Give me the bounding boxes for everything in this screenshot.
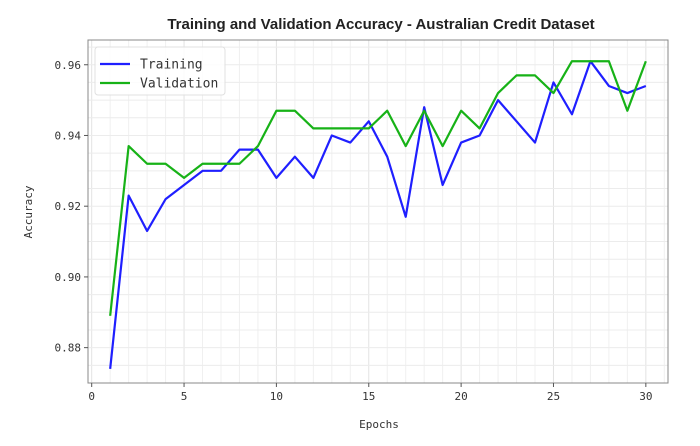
y-axis-label: Accuracy [22, 185, 35, 238]
x-tick-label: 30 [639, 390, 652, 403]
x-tick-label: 25 [547, 390, 560, 403]
x-tick-label: 20 [454, 390, 467, 403]
x-tick-label: 10 [270, 390, 283, 403]
plot-frame [87, 39, 669, 384]
legend-label-training: Training [140, 58, 203, 73]
y-tick-label: 0.88 [55, 342, 82, 355]
x-tick-label: 15 [362, 390, 375, 403]
y-tick-label: 0.96 [55, 59, 82, 72]
series-line-validation [109, 60, 647, 316]
legend: Training Validation [94, 46, 226, 96]
y-tick-label: 0.90 [55, 271, 82, 284]
chart-title: Training and Validation Accuracy - Austr… [167, 16, 594, 33]
x-tick-label: 0 [88, 390, 95, 403]
legend-label-validation: Validation [140, 77, 218, 92]
series-lines [109, 60, 647, 369]
x-tick-label: 5 [181, 390, 188, 403]
x-axis-label: Epochs [359, 418, 399, 431]
grid [88, 40, 668, 384]
y-tick-label: 0.92 [55, 200, 82, 213]
ticks: 0 5 10 15 20 25 30 0.88 0.90 0.92 0.94 0.96 [55, 59, 653, 403]
y-tick-label: 0.94 [55, 129, 82, 142]
series-line-training [109, 60, 647, 369]
